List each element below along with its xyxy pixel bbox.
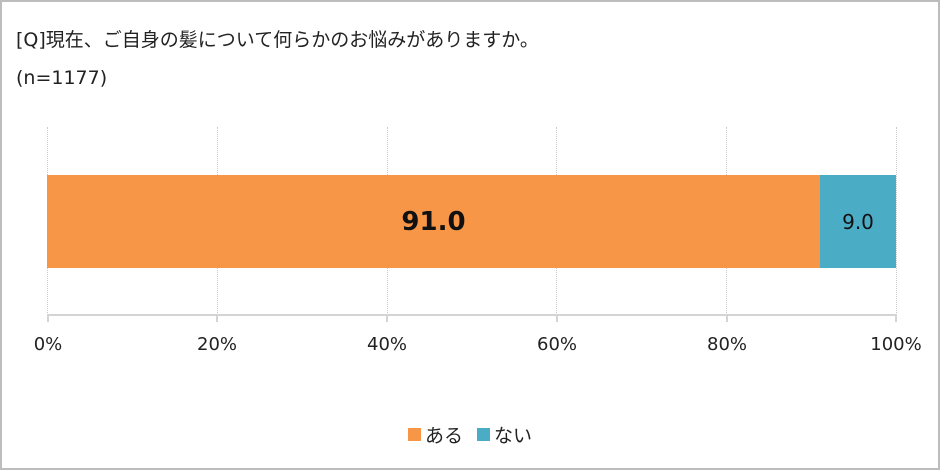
legend-label: ない — [494, 425, 533, 447]
x-tick-label: 60% — [536, 334, 578, 355]
gridline-100 — [896, 127, 897, 315]
x-tick-label: 20% — [196, 334, 238, 355]
legend-swatch-orange — [407, 428, 421, 441]
x-tick-label: 40% — [366, 334, 408, 355]
x-tick-label: 100% — [870, 334, 922, 355]
legend-swatch-blue — [477, 428, 490, 441]
legend-label: ある — [424, 425, 463, 447]
x-tick — [216, 314, 218, 322]
x-tick — [556, 314, 558, 322]
chart-title: [Q]現在、ご自身の髪について何らかのお悩みがありますか。 — [16, 29, 539, 51]
legend-item-nai: ない — [477, 421, 532, 448]
bar-label-nai: 9.0 — [842, 209, 874, 234]
bar-label-aru: 91.0 — [401, 206, 466, 237]
legend-item-aru: ある — [407, 421, 463, 448]
sample-size: (n=1177) — [16, 67, 108, 89]
bar-aru: 91.0 — [47, 175, 820, 268]
x-axis — [47, 314, 897, 316]
x-tick — [895, 314, 897, 322]
x-tick — [726, 314, 728, 322]
x-tick-label: 0% — [33, 334, 63, 355]
x-tick — [47, 314, 49, 322]
bar-nai: 9.0 — [820, 175, 896, 268]
legend: ある ない — [0, 421, 940, 448]
x-tick — [386, 314, 388, 322]
x-tick-label: 80% — [706, 334, 748, 355]
